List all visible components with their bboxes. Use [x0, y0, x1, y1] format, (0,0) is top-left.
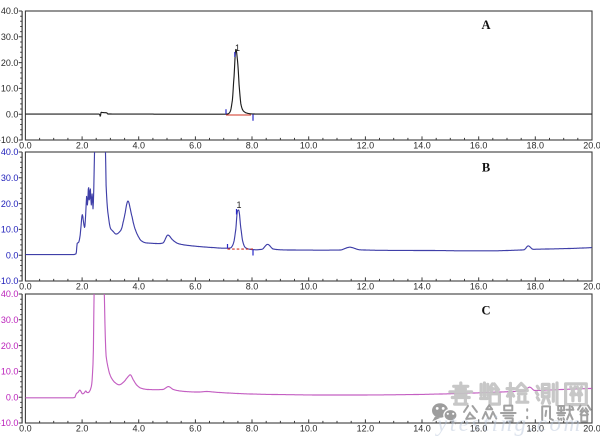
svg-text:40.0: 40.0: [1, 147, 19, 157]
svg-text:1: 1: [236, 200, 241, 210]
svg-text:6.0: 6.0: [189, 424, 202, 434]
svg-text:30.0: 30.0: [1, 173, 19, 183]
svg-text:0.0: 0.0: [6, 109, 19, 119]
svg-text:0.0: 0.0: [6, 392, 19, 402]
svg-text:30.0: 30.0: [1, 315, 19, 325]
svg-text:2.0: 2.0: [76, 424, 89, 434]
svg-text:0.0: 0.0: [19, 282, 32, 292]
svg-text:1: 1: [235, 43, 240, 53]
svg-text:10.0: 10.0: [300, 282, 318, 292]
svg-text:4.0: 4.0: [132, 282, 145, 292]
svg-text:6.0: 6.0: [189, 282, 202, 292]
svg-text:18.0: 18.0: [527, 141, 545, 151]
svg-text:6.0: 6.0: [189, 141, 202, 151]
svg-text:12.0: 12.0: [357, 424, 375, 434]
svg-text:14.0: 14.0: [413, 424, 431, 434]
svg-text:8.0: 8.0: [246, 141, 259, 151]
svg-text:B: B: [482, 161, 490, 175]
svg-text:8.0: 8.0: [246, 424, 259, 434]
svg-text:16.0: 16.0: [470, 141, 488, 151]
svg-text:10.0: 10.0: [1, 225, 19, 235]
svg-text:-10.0: -10.0: [0, 276, 18, 286]
svg-text:40.0: 40.0: [1, 289, 19, 299]
svg-text:14.0: 14.0: [413, 141, 431, 151]
svg-text:10.0: 10.0: [1, 84, 19, 94]
svg-text:8.0: 8.0: [246, 282, 259, 292]
svg-text:-10.0: -10.0: [0, 418, 18, 428]
svg-text:20.0: 20.0: [1, 341, 19, 351]
svg-text:10.0: 10.0: [300, 141, 318, 151]
svg-text:4.0: 4.0: [132, 424, 145, 434]
svg-text:40.0: 40.0: [1, 6, 19, 16]
svg-text:30.0: 30.0: [1, 32, 19, 42]
svg-text:20.0: 20.0: [583, 141, 600, 151]
svg-text:18.0: 18.0: [527, 282, 545, 292]
svg-text:16.0: 16.0: [470, 424, 488, 434]
svg-text:16.0: 16.0: [470, 282, 488, 292]
svg-text:10.0: 10.0: [300, 424, 318, 434]
svg-text:20.0: 20.0: [583, 282, 600, 292]
svg-text:20.0: 20.0: [1, 199, 19, 209]
svg-text:2.0: 2.0: [76, 141, 89, 151]
svg-text:10.0: 10.0: [1, 367, 19, 377]
svg-text:-10.0: -10.0: [0, 135, 18, 145]
svg-text:14.0: 14.0: [413, 282, 431, 292]
svg-text:4.0: 4.0: [132, 141, 145, 151]
svg-text:A: A: [481, 18, 490, 32]
svg-text:20.0: 20.0: [583, 424, 600, 434]
svg-text:C: C: [481, 304, 490, 318]
svg-text:12.0: 12.0: [357, 141, 375, 151]
svg-text:0.0: 0.0: [19, 424, 32, 434]
svg-text:0.0: 0.0: [6, 250, 19, 260]
svg-text:2.0: 2.0: [76, 282, 89, 292]
svg-text:12.0: 12.0: [357, 282, 375, 292]
svg-text:0.0: 0.0: [19, 141, 32, 151]
svg-text:20.0: 20.0: [1, 58, 19, 68]
svg-text:18.0: 18.0: [527, 424, 545, 434]
svg-text:ytesting.com: ytesting.com: [435, 411, 583, 436]
